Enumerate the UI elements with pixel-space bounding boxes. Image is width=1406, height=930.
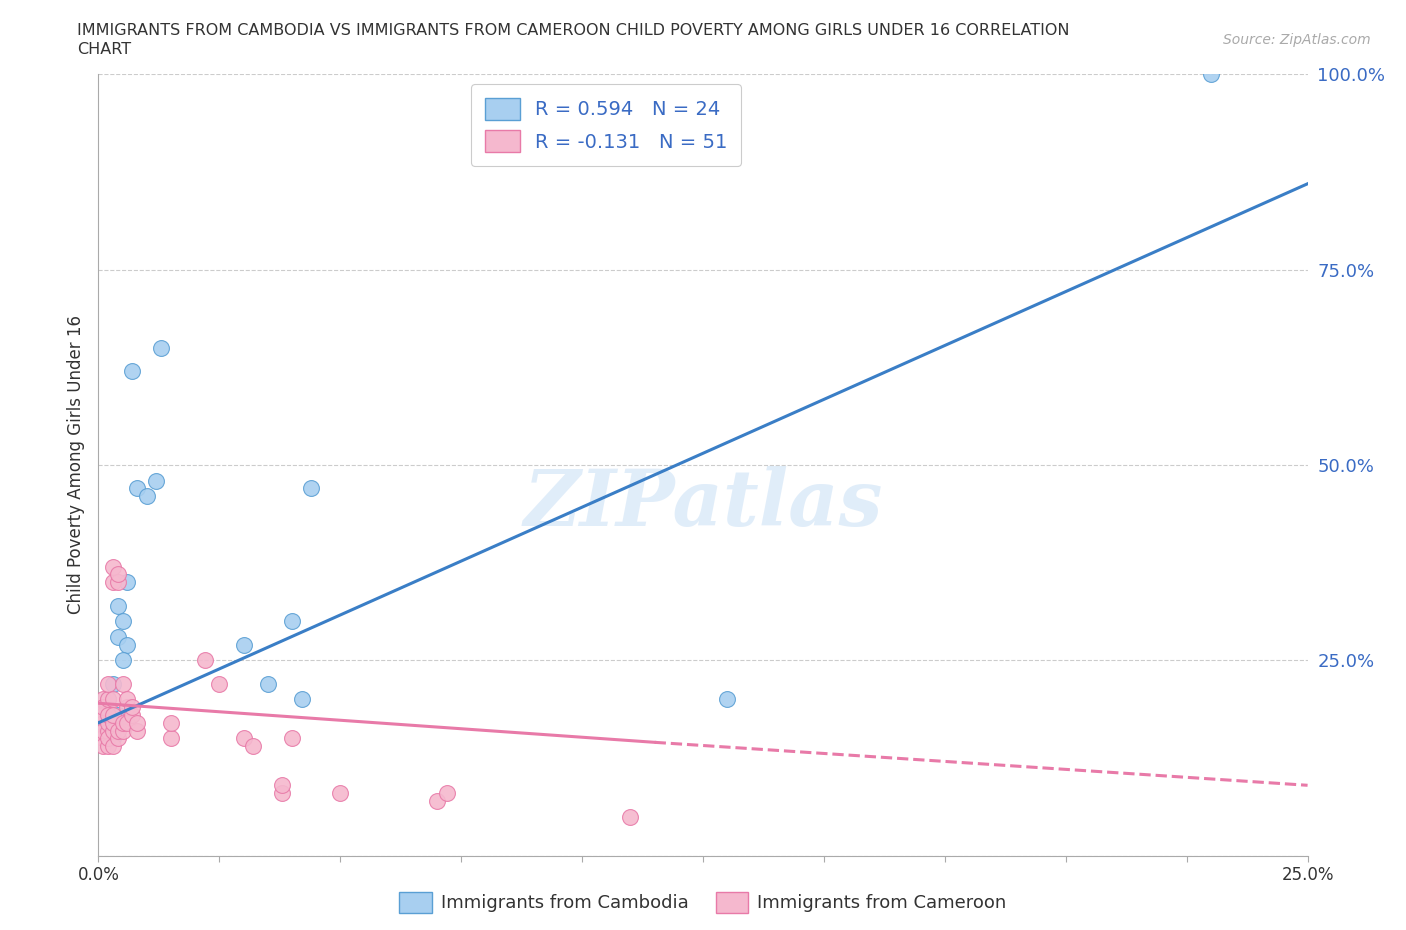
Point xyxy=(101,715,124,730)
Point xyxy=(619,809,641,824)
Point xyxy=(101,676,124,691)
Point xyxy=(271,786,294,801)
Point xyxy=(107,724,129,738)
Point xyxy=(101,692,124,707)
Point xyxy=(299,481,322,496)
Point xyxy=(194,653,217,668)
Point xyxy=(101,731,124,746)
Point xyxy=(1199,67,1222,82)
Point xyxy=(242,738,264,753)
Legend: Immigrants from Cambodia, Immigrants from Cameroon: Immigrants from Cambodia, Immigrants fro… xyxy=(392,884,1014,920)
Point xyxy=(127,481,149,496)
Point xyxy=(281,614,304,629)
Point xyxy=(97,692,120,707)
Point xyxy=(135,489,157,504)
Point xyxy=(97,676,120,691)
Point xyxy=(107,598,129,613)
Point xyxy=(111,653,134,668)
Point xyxy=(281,731,304,746)
Point xyxy=(87,724,110,738)
Point xyxy=(101,559,124,574)
Point xyxy=(91,715,114,730)
Text: IMMIGRANTS FROM CAMBODIA VS IMMIGRANTS FROM CAMEROON CHILD POVERTY AMONG GIRLS U: IMMIGRANTS FROM CAMBODIA VS IMMIGRANTS F… xyxy=(77,23,1070,38)
Point xyxy=(436,786,458,801)
Point xyxy=(127,715,149,730)
Point xyxy=(87,715,110,730)
Point xyxy=(97,715,120,730)
Point xyxy=(107,708,129,723)
Point xyxy=(150,340,173,355)
Point xyxy=(87,708,110,723)
Point xyxy=(329,786,352,801)
Point xyxy=(91,738,114,753)
Point xyxy=(117,637,139,652)
Point xyxy=(426,793,449,808)
Point xyxy=(716,692,738,707)
Point xyxy=(256,676,278,691)
Point xyxy=(101,575,124,590)
Point xyxy=(97,708,120,723)
Point xyxy=(117,715,139,730)
Point xyxy=(232,637,254,652)
Point xyxy=(101,738,124,753)
Point xyxy=(121,364,143,379)
Point xyxy=(208,676,231,691)
Point xyxy=(101,724,124,738)
Point xyxy=(117,692,139,707)
Point xyxy=(91,724,114,738)
Point xyxy=(232,731,254,746)
Point xyxy=(127,724,149,738)
Point xyxy=(97,692,120,707)
Text: CHART: CHART xyxy=(77,42,131,57)
Point xyxy=(91,708,114,723)
Point xyxy=(111,676,134,691)
Point xyxy=(145,473,167,488)
Point xyxy=(160,731,183,746)
Point xyxy=(107,630,129,644)
Point xyxy=(117,699,139,714)
Y-axis label: Child Poverty Among Girls Under 16: Child Poverty Among Girls Under 16 xyxy=(66,315,84,615)
Text: Source: ZipAtlas.com: Source: ZipAtlas.com xyxy=(1223,33,1371,46)
Point xyxy=(111,614,134,629)
Point xyxy=(97,731,120,746)
Point xyxy=(111,715,134,730)
Point xyxy=(160,715,183,730)
Point xyxy=(97,715,120,730)
Point xyxy=(91,692,114,707)
Point xyxy=(107,567,129,582)
Point xyxy=(121,699,143,714)
Point xyxy=(111,724,134,738)
Point xyxy=(271,777,294,792)
Text: ZIPatlas: ZIPatlas xyxy=(523,466,883,542)
Point xyxy=(101,708,124,723)
Point xyxy=(91,731,114,746)
Point xyxy=(121,708,143,723)
Legend: R = 0.594   N = 24, R = -0.131   N = 51: R = 0.594 N = 24, R = -0.131 N = 51 xyxy=(471,84,741,166)
Point xyxy=(97,738,120,753)
Point xyxy=(117,575,139,590)
Point xyxy=(290,692,312,707)
Point xyxy=(107,731,129,746)
Point xyxy=(107,575,129,590)
Point xyxy=(91,699,114,714)
Point xyxy=(91,708,114,723)
Point xyxy=(97,724,120,738)
